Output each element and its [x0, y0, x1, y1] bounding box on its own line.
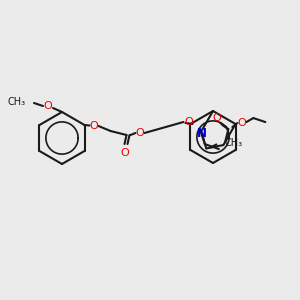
- Text: O: O: [120, 148, 129, 158]
- Text: O: O: [237, 118, 246, 128]
- Text: O: O: [44, 101, 52, 111]
- Text: O: O: [135, 128, 144, 138]
- Text: O: O: [212, 113, 221, 123]
- Text: CH₃: CH₃: [224, 139, 242, 148]
- Text: O: O: [89, 121, 98, 131]
- Text: N: N: [197, 127, 207, 140]
- Text: O: O: [184, 117, 193, 127]
- Text: CH₃: CH₃: [8, 97, 26, 107]
